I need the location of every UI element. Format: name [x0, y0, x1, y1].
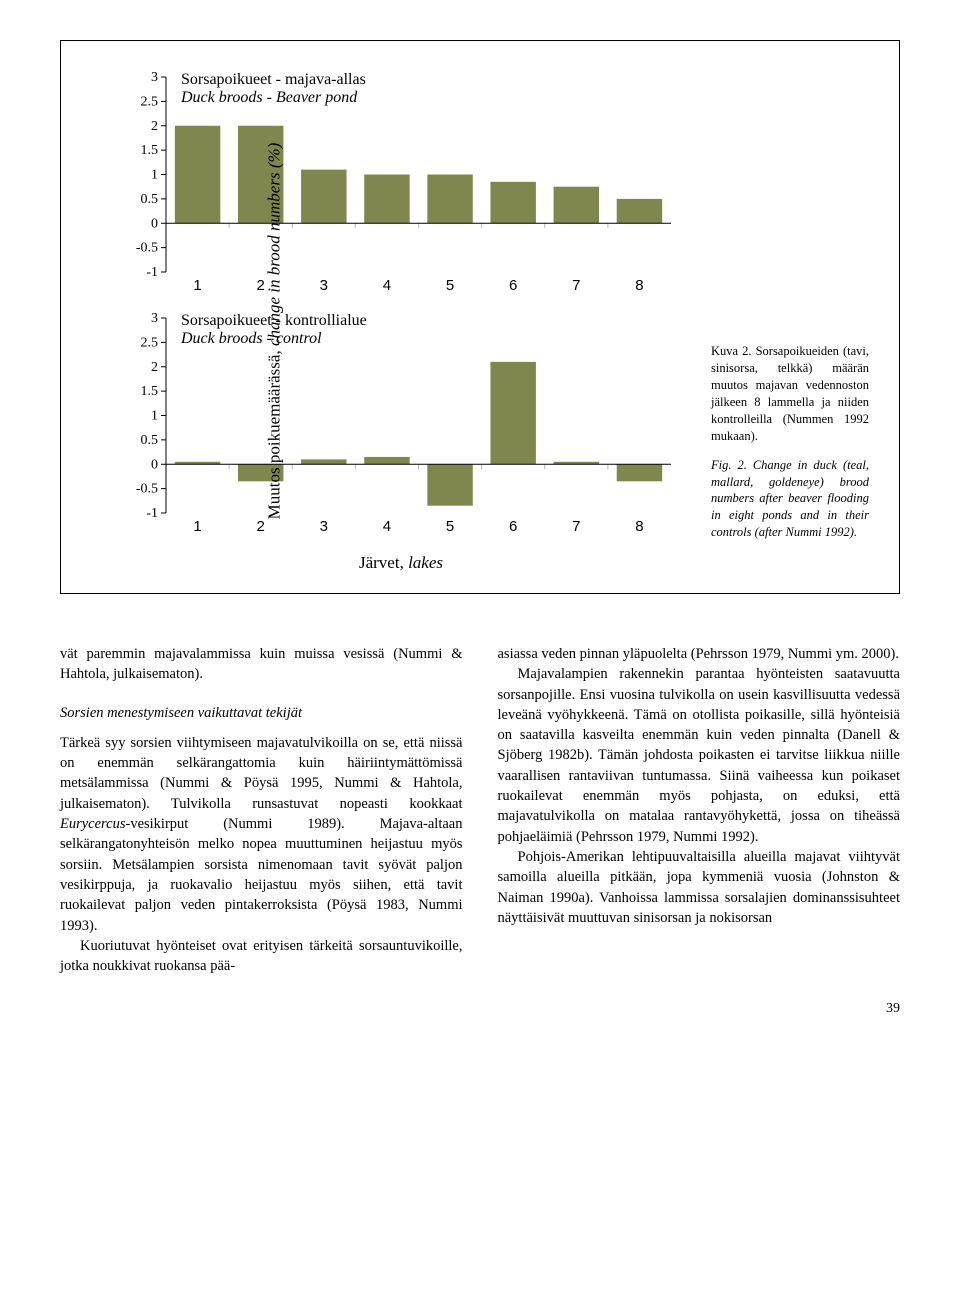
chart2-title-en: Duck broods - control: [181, 330, 681, 348]
svg-text:6: 6: [509, 277, 517, 294]
para-surface: asiassa veden pinnan yläpuolelta (Pehrss…: [498, 644, 901, 664]
figure-2-box: Muutos poikuemäärässä, change in brood n…: [60, 40, 900, 594]
svg-text:2.5: 2.5: [141, 335, 159, 350]
para-factors: Tärkeä syy sorsien viihtymiseen majavatu…: [60, 733, 463, 936]
caption-fi: Kuva 2. Sorsapoikueiden (tavi, sinisorsa…: [711, 343, 869, 444]
svg-text:1: 1: [193, 277, 201, 294]
svg-text:2.5: 2.5: [141, 94, 159, 109]
subheading: Sorsien menestymiseen vaikuttavat tekijä…: [60, 703, 463, 723]
chart1-title-fi: Sorsapoikueet - majava-allas: [181, 71, 681, 89]
para-north-america: Pohjois-Amerikan lehtipuuvaltaisilla alu…: [498, 847, 901, 928]
svg-text:7: 7: [572, 518, 580, 535]
para-structure: Majavalampien rakennekin parantaa hyönte…: [498, 664, 901, 847]
chart2-title-fi: Sorsapoikueet - kontrollialue: [181, 312, 681, 330]
svg-text:4: 4: [383, 518, 391, 535]
svg-text:2: 2: [151, 360, 158, 375]
svg-text:1: 1: [151, 168, 158, 183]
charts-area: Muutos poikuemäärässä, change in brood n…: [91, 71, 681, 573]
svg-text:0.5: 0.5: [141, 433, 159, 448]
figure-caption-column: Kuva 2. Sorsapoikueiden (tavi, sinisorsa…: [711, 343, 869, 573]
svg-text:-0.5: -0.5: [136, 482, 158, 497]
page-number: 39: [60, 1001, 900, 1017]
svg-text:-1: -1: [146, 265, 158, 280]
chart-2-control: Sorsapoikueet - kontrollialue Duck brood…: [121, 312, 681, 538]
svg-text:3: 3: [151, 70, 158, 85]
chart1-title-en: Duck broods - Beaver pond: [181, 89, 681, 107]
svg-text:1.5: 1.5: [141, 143, 159, 158]
caption-en: Fig. 2. Change in duck (teal, mallard, g…: [711, 457, 869, 541]
para-continuation: vät paremmin majavalammissa kuin muissa …: [60, 644, 463, 685]
svg-text:-0.5: -0.5: [136, 241, 158, 256]
svg-text:-1: -1: [146, 506, 158, 521]
chart-1-beaver-pond: Sorsapoikueet - majava-allas Duck broods…: [121, 71, 681, 297]
svg-text:3: 3: [320, 518, 328, 535]
svg-text:1: 1: [151, 409, 158, 424]
svg-text:3: 3: [151, 311, 158, 326]
svg-text:6: 6: [509, 518, 517, 535]
svg-text:7: 7: [572, 277, 580, 294]
svg-text:0: 0: [151, 457, 158, 472]
svg-text:0.5: 0.5: [141, 192, 159, 207]
svg-text:1.5: 1.5: [141, 384, 159, 399]
svg-text:8: 8: [635, 277, 643, 294]
svg-text:2: 2: [151, 119, 158, 134]
svg-text:2: 2: [257, 518, 265, 535]
x-axis-label: Järvet, lakes: [121, 553, 681, 573]
svg-text:0: 0: [151, 216, 158, 231]
text-column-right: asiassa veden pinnan yläpuolelta (Pehrss…: [498, 644, 901, 976]
svg-text:4: 4: [383, 277, 391, 294]
svg-text:8: 8: [635, 518, 643, 535]
svg-text:5: 5: [446, 518, 454, 535]
svg-text:1: 1: [193, 518, 201, 535]
para-hatching: Kuoriutuvat hyönteiset ovat erityisen tä…: [60, 936, 463, 977]
svg-text:5: 5: [446, 277, 454, 294]
svg-text:3: 3: [320, 277, 328, 294]
body-text-columns: vät paremmin majavalammissa kuin muissa …: [60, 644, 900, 976]
text-column-left: vät paremmin majavalammissa kuin muissa …: [60, 644, 463, 976]
